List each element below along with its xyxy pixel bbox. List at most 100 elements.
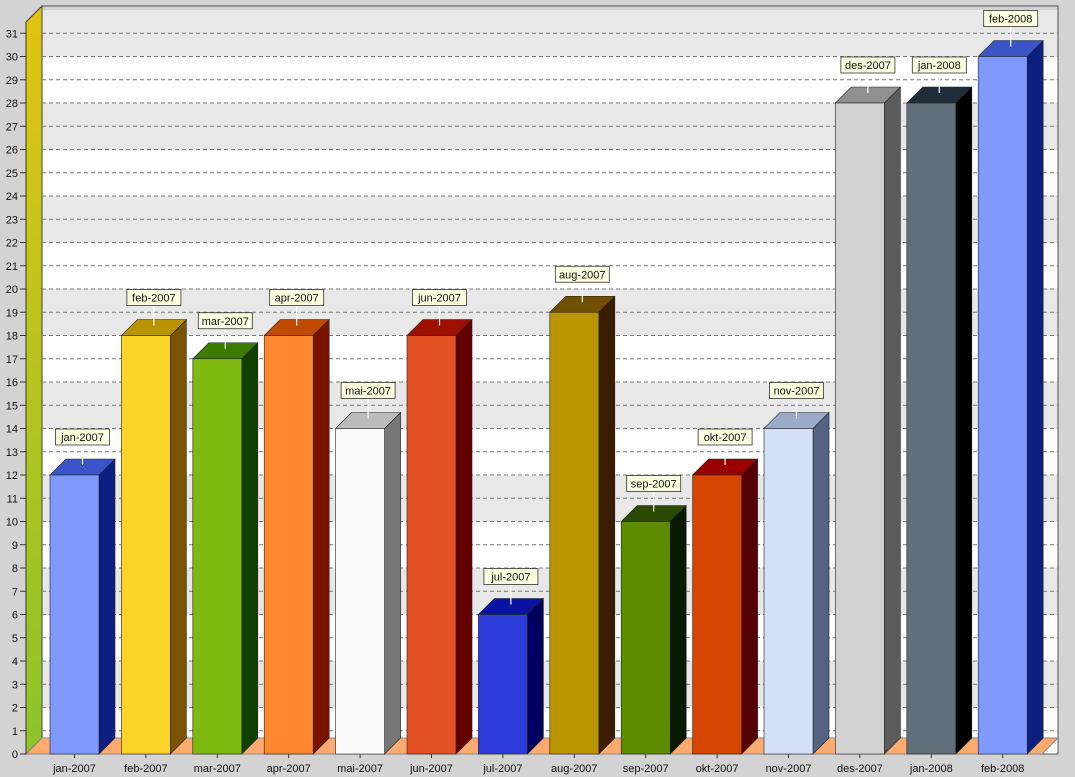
y-tick-label: 3 [12, 679, 18, 691]
data-label-box [126, 289, 182, 306]
bars [49, 39, 1044, 755]
bar-side [527, 597, 544, 755]
y-tick-label: 27 [6, 121, 18, 133]
bar [763, 428, 814, 755]
x-tick-label: mai-2007 [337, 763, 383, 775]
plot-band [42, 33, 1058, 57]
data-label: des-2007 [845, 60, 891, 72]
bar-side [1026, 39, 1044, 755]
bar [620, 521, 671, 755]
y-tick-label: 23 [6, 214, 18, 226]
plot-band [42, 265, 1058, 289]
y-tick-label: 5 [12, 633, 18, 645]
bar-side [241, 342, 259, 755]
data-label: feb-2008 [989, 14, 1032, 26]
bar-side [669, 504, 687, 755]
plot-band [42, 219, 1058, 243]
data-label-box [412, 289, 467, 306]
y-tick-label: 26 [6, 145, 18, 157]
y-tick-label: 19 [6, 307, 18, 319]
plot-band [42, 126, 1058, 150]
bar [977, 56, 1028, 755]
x-tick-label: feb-2007 [124, 763, 167, 775]
bar-side [170, 318, 187, 755]
data-label-box [769, 382, 824, 399]
x-axis: jan-2007 feb-2007 mar-2007 apr-2007 mai-2007… [52, 754, 1024, 775]
data-label: feb-2007 [132, 293, 175, 305]
x-tick-label: apr-2007 [267, 763, 311, 775]
y-tick-label: 12 [6, 470, 18, 482]
x-tick-label: jun-2007 [409, 763, 453, 775]
y-tick-label: 25 [6, 168, 18, 180]
y-tick-label: 28 [6, 98, 18, 110]
bar [835, 102, 885, 755]
x-tick-label: feb-2008 [981, 763, 1024, 775]
plot-band [42, 289, 1058, 313]
bar [406, 335, 457, 755]
data-label: jul-2007 [490, 572, 530, 584]
bar-side [312, 318, 330, 755]
data-label: aug-2007 [559, 269, 606, 281]
data-label-box [197, 312, 253, 330]
bar-side [812, 411, 830, 755]
data-label: jan-2008 [917, 60, 961, 72]
bar-side [598, 295, 616, 755]
x-tick-label: jan-2008 [909, 763, 953, 775]
plot-band [42, 172, 1058, 196]
data-label-box [340, 382, 396, 399]
bar-side [884, 86, 901, 755]
y-tick-label: 22 [6, 238, 18, 250]
y-tick-label: 1 [12, 726, 18, 738]
y-tick-label: 11 [7, 493, 18, 505]
x-tick-label: mar-2007 [194, 763, 241, 775]
x-tick-label: aug-2007 [551, 763, 598, 775]
x-tick-label: sep-2007 [623, 763, 669, 775]
plot-band [42, 103, 1058, 127]
y-tick-label: 13 [6, 447, 18, 459]
y-tick-label: 30 [6, 52, 18, 64]
y-tick-label: 14 [6, 424, 18, 436]
y-tick-label: 15 [6, 400, 18, 412]
data-label: jun-2007 [417, 293, 461, 305]
y-tick-label: 21 [6, 261, 18, 273]
y-tick-label: 29 [6, 75, 18, 87]
x-tick-label: jan-2007 [52, 763, 96, 775]
bar [121, 335, 171, 755]
y-tick-label: 2 [12, 703, 18, 715]
y-axis: 0123456789101112131415161718192021222324… [6, 22, 27, 761]
y-tick-label: 4 [12, 656, 18, 668]
y-tick-label: 0 [12, 749, 18, 761]
bar [49, 474, 100, 755]
data-label: nov-2007 [774, 386, 820, 398]
data-label: apr-2007 [275, 293, 319, 305]
y-tick-label: 7 [12, 586, 18, 598]
y-tick-label: 20 [6, 284, 18, 296]
y-tick-label: 31 [6, 28, 18, 40]
plot-band [42, 149, 1058, 173]
x-tick-label: nov-2007 [766, 763, 812, 775]
y-tick-label: 6 [12, 610, 18, 622]
y-tick-label: 8 [12, 563, 18, 575]
y-tick-label: 16 [6, 377, 18, 389]
plot-band [42, 196, 1058, 220]
plot-band [42, 56, 1058, 80]
bar-side [741, 458, 758, 755]
y-tick-label: 10 [6, 517, 18, 529]
bar-side [384, 411, 401, 755]
bar-side [455, 318, 473, 755]
data-label: okt-2007 [704, 432, 747, 444]
data-label-box [840, 56, 896, 74]
bar [906, 102, 957, 755]
bar [192, 358, 243, 755]
data-label: jan-2007 [60, 432, 104, 444]
data-label-box [269, 289, 325, 306]
data-labels: jan-2007 feb-2007 mar-2007 apr-2007 mai-2007… [55, 10, 1039, 605]
y-tick-label: 18 [6, 331, 18, 343]
plot-band [42, 10, 1058, 34]
data-label: sep-2007 [631, 479, 677, 491]
bar-side [955, 86, 973, 755]
bar [263, 335, 314, 755]
bar [549, 311, 600, 755]
bar [478, 614, 528, 755]
